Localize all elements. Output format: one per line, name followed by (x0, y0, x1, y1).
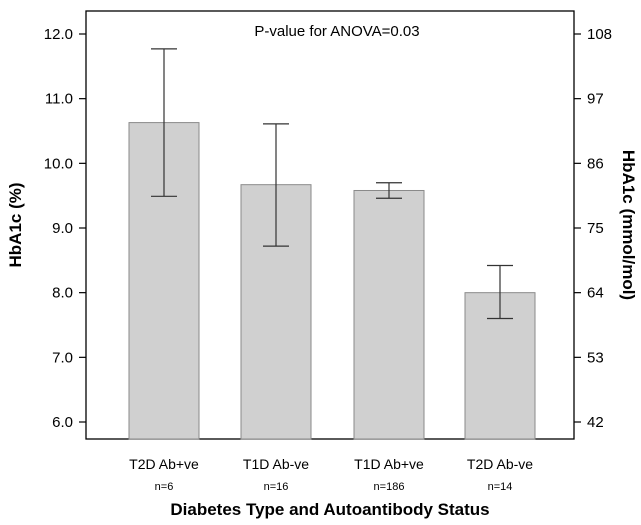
sample-size-label: n=16 (264, 481, 289, 493)
y-axis-title-left: HbA1c (%) (6, 182, 25, 267)
left-tick-label: 6.0 (52, 414, 73, 431)
category-label: T2D Ab+ve (129, 456, 199, 472)
anova-annotation: P-value for ANOVA=0.03 (254, 23, 419, 40)
right-tick-label: 86 (587, 155, 604, 172)
left-tick-label: 7.0 (52, 349, 73, 366)
right-tick-label: 53 (587, 349, 604, 366)
sample-size-label: n=6 (155, 481, 174, 493)
plot-frame (85, 10, 575, 440)
category-label: T1D Ab+ve (354, 456, 424, 472)
right-tick-label: 64 (587, 285, 604, 302)
left-tick-label: 11.0 (45, 91, 73, 108)
category-label: T2D Ab-ve (467, 456, 533, 472)
y-axis-title-right: HbA1c (mmol/mol) (619, 150, 638, 300)
right-tick-label: 108 (587, 26, 612, 43)
sample-size-label: n=14 (488, 481, 513, 493)
right-tick-label: 42 (587, 414, 604, 431)
left-tick-label: 9.0 (52, 220, 73, 237)
left-tick-label: 12.0 (44, 26, 73, 43)
bar (353, 189, 425, 440)
right-tick-label: 97 (587, 91, 604, 108)
right-tick-label: 75 (587, 220, 604, 237)
left-tick-label: 8.0 (52, 285, 73, 302)
category-label: T1D Ab-ve (243, 456, 309, 472)
x-axis-title: Diabetes Type and Autoantibody Status (170, 500, 489, 519)
left-tick-label: 10.0 (44, 155, 73, 172)
sample-size-label: n=186 (374, 481, 405, 493)
